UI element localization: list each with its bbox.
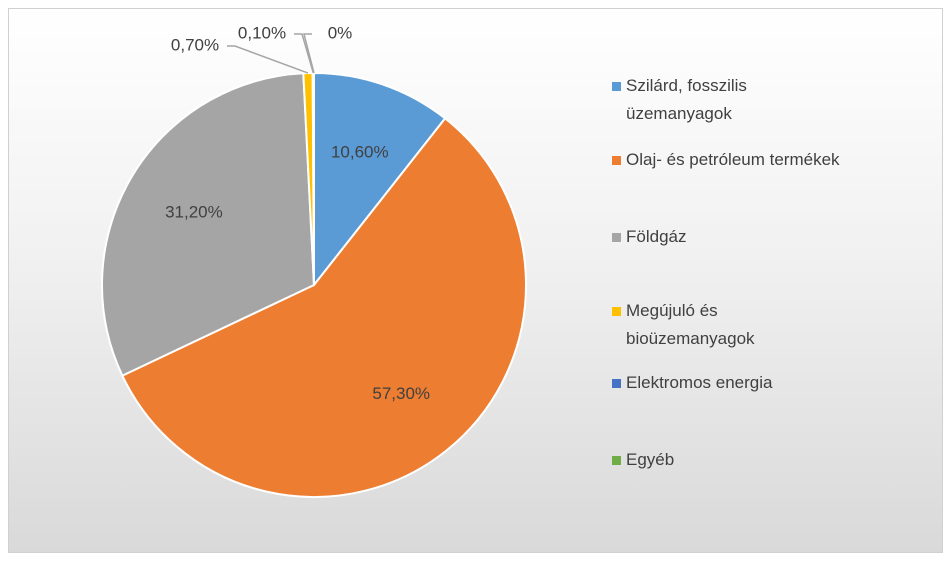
leader-line — [227, 45, 309, 74]
legend-swatch — [612, 233, 621, 242]
pie-slice — [313, 71, 447, 288]
legend-item: Földgáz — [612, 223, 686, 251]
legend-swatch — [612, 456, 621, 465]
data-label: 0,70% — [171, 35, 219, 54]
pie-slice — [101, 72, 316, 377]
legend-item: Megújuló és bioüzemanyagok — [612, 297, 806, 353]
legend-label: Szilárd, fosszilis üzemanyagok — [626, 76, 747, 123]
legend-item: Olaj- és petróleum termékek — [612, 146, 840, 174]
legend-label: Megújuló és bioüzemanyagok — [626, 301, 755, 348]
legend-label: Elektromos energia — [626, 373, 773, 392]
data-label: 10,60% — [331, 142, 389, 161]
leader-line — [303, 33, 315, 74]
legend-swatch — [612, 156, 621, 165]
legend-swatch — [612, 307, 621, 316]
data-label: 0% — [328, 23, 353, 42]
data-label: 31,20% — [165, 203, 223, 222]
legend-item: Egyéb — [612, 446, 674, 474]
legend-label: Olaj- és petróleum termékek — [626, 150, 840, 169]
legend-swatch — [612, 379, 621, 388]
legend-label: Földgáz — [626, 227, 687, 246]
data-label: 0,10% — [238, 23, 286, 42]
legend-item: Elektromos energia — [612, 369, 772, 397]
pie-slice — [121, 116, 527, 498]
data-label: 57,30% — [372, 384, 430, 403]
legend-label: Egyéb — [626, 450, 675, 469]
legend-item: Szilárd, fosszilis üzemanyagok — [612, 72, 826, 128]
legend-swatch — [612, 82, 621, 91]
leader-line — [294, 33, 315, 74]
